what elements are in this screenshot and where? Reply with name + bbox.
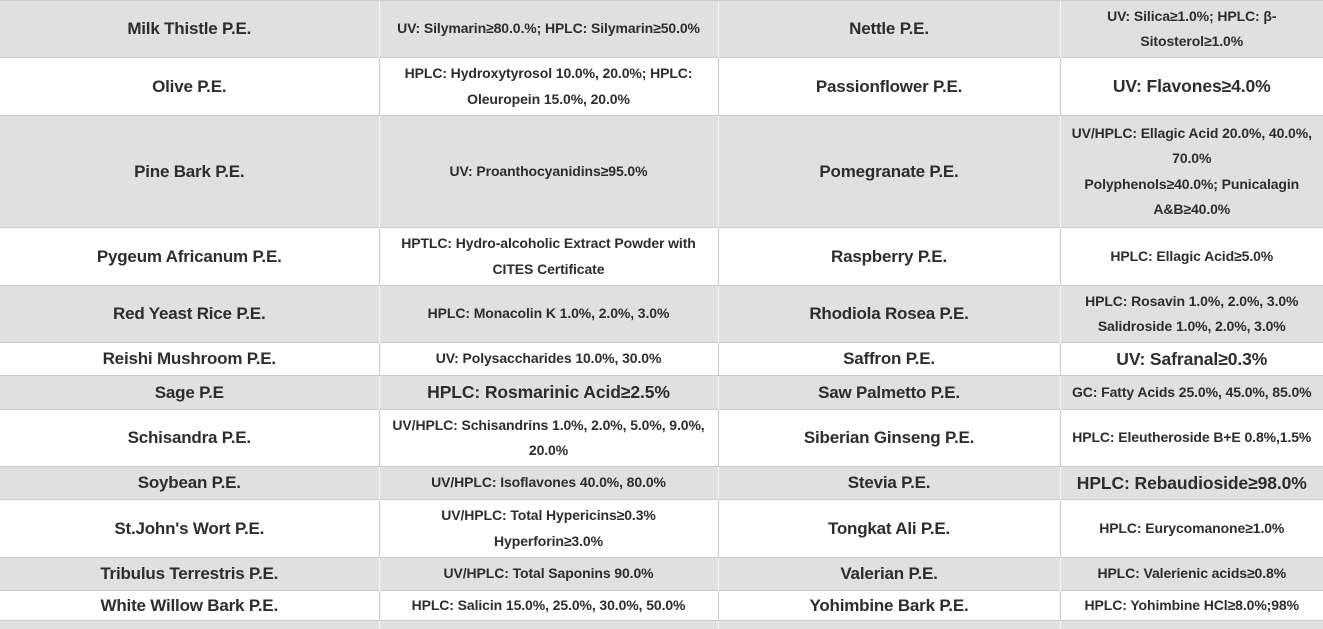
partial-cell xyxy=(717,620,1060,629)
table-row: Soybean P.E. UV/HPLC: Isoflavones 40.0%,… xyxy=(0,466,1323,500)
product-name-cell: White Willow Bark P.E. xyxy=(0,589,379,621)
spec-cell: HPLC: Yohimbine HCl≥8.0%;98% xyxy=(1059,589,1323,621)
spec-cell: HPLC: Rebaudioside≥98.0% xyxy=(1059,466,1323,500)
partial-cell xyxy=(378,620,718,629)
table-row: Schisandra P.E. UV/HPLC: Schisandrins 1.… xyxy=(0,409,1323,467)
spec-cell: GC: Fatty Acids 25.0%, 45.0%, 85.0% xyxy=(1059,375,1323,410)
table-row: Sage P.E HPLC: Rosmarinic Acid≥2.5% Saw … xyxy=(0,375,1323,410)
product-name-cell: Milk Thistle P.E. xyxy=(0,0,379,58)
spec-cell: UV/HPLC: Schisandrins 1.0%, 2.0%, 5.0%, … xyxy=(378,409,718,467)
product-name-cell: Saw Palmetto P.E. xyxy=(717,375,1060,410)
spec-cell: UV: Polysaccharides 10.0%, 30.0% xyxy=(378,342,718,376)
product-name-cell: Nettle P.E. xyxy=(717,0,1060,58)
partial-cell xyxy=(1059,620,1323,629)
product-name-cell: Raspberry P.E. xyxy=(717,227,1060,286)
product-name-cell: Pomegranate P.E. xyxy=(717,115,1060,228)
product-name-cell: Stevia P.E. xyxy=(717,466,1060,500)
spec-cell: HPLC: Monacolin K 1.0%, 2.0%, 3.0% xyxy=(378,285,718,343)
product-name-cell: Rhodiola Rosea P.E. xyxy=(717,285,1060,343)
table-row: Milk Thistle P.E. UV: Silymarin≥80.0.%; … xyxy=(0,0,1323,58)
product-name-cell: Valerian P.E. xyxy=(717,557,1060,591)
spec-cell: UV: Silica≥1.0%; HPLC: β- Sitosterol≥1.0… xyxy=(1059,0,1323,58)
spec-cell: UV: Proanthocyanidins≥95.0% xyxy=(378,115,718,228)
product-name-cell: Soybean P.E. xyxy=(0,466,379,500)
spec-cell: HPLC: Hydroxytyrosol 10.0%, 20.0%; HPLC:… xyxy=(378,57,718,116)
product-name-cell: Siberian Ginseng P.E. xyxy=(717,409,1060,467)
spec-cell: HPTLC: Hydro-alcoholic Extract Powder wi… xyxy=(378,227,718,286)
table-row: Red Yeast Rice P.E. HPLC: Monacolin K 1.… xyxy=(0,285,1323,343)
product-name-cell: Schisandra P.E. xyxy=(0,409,379,467)
spec-cell: UV/HPLC: Total Hypericins≥0.3% Hyperfori… xyxy=(378,499,718,558)
partial-cell xyxy=(0,620,379,629)
product-name-cell: Saffron P.E. xyxy=(717,342,1060,376)
spec-cell: HPLC: Valerienic acids≥0.8% xyxy=(1059,557,1323,591)
spec-cell: UV: Safranal≥0.3% xyxy=(1059,342,1323,376)
product-name-cell: Olive P.E. xyxy=(0,57,379,116)
spec-cell: UV: Silymarin≥80.0.%; HPLC: Silymarin≥50… xyxy=(378,0,718,58)
spec-cell: HPLC: Eleutheroside B+E 0.8%,1.5% xyxy=(1059,409,1323,467)
spec-cell: UV/HPLC: Isoflavones 40.0%, 80.0% xyxy=(378,466,718,500)
product-name-cell: Passionflower P.E. xyxy=(717,57,1060,116)
product-name-cell: Red Yeast Rice P.E. xyxy=(0,285,379,343)
product-name-cell: St.John's Wort P.E. xyxy=(0,499,379,558)
spec-cell: HPLC: Rosavin 1.0%, 2.0%, 3.0% Salidrosi… xyxy=(1059,285,1323,343)
table-row: White Willow Bark P.E. HPLC: Salicin 15.… xyxy=(0,589,1323,621)
spec-cell: HPLC: Salicin 15.0%, 25.0%, 30.0%, 50.0% xyxy=(378,589,718,621)
product-name-cell: Tribulus Terrestris P.E. xyxy=(0,557,379,591)
table-row: Reishi Mushroom P.E. UV: Polysaccharides… xyxy=(0,342,1323,376)
table-row: Tribulus Terrestris P.E. UV/HPLC: Total … xyxy=(0,557,1323,591)
product-name-cell: Reishi Mushroom P.E. xyxy=(0,342,379,376)
table-row: Pygeum Africanum P.E. HPTLC: Hydro-alcoh… xyxy=(0,227,1323,286)
spec-cell: HPLC: Rosmarinic Acid≥2.5% xyxy=(378,375,718,410)
spec-cell: HPLC: Ellagic Acid≥5.0% xyxy=(1059,227,1323,286)
spec-cell: UV/HPLC: Ellagic Acid 20.0%, 40.0%, 70.0… xyxy=(1059,115,1323,228)
spec-cell: UV: Flavones≥4.0% xyxy=(1059,57,1323,116)
product-name-cell: Sage P.E xyxy=(0,375,379,410)
product-name-cell: Yohimbine Bark P.E. xyxy=(717,589,1060,621)
table-row: St.John's Wort P.E. UV/HPLC: Total Hyper… xyxy=(0,499,1323,558)
partial-next-row xyxy=(0,620,1323,629)
spec-cell: HPLC: Eurycomanone≥1.0% xyxy=(1059,499,1323,558)
table-row: Olive P.E. HPLC: Hydroxytyrosol 10.0%, 2… xyxy=(0,57,1323,116)
product-name-cell: Pygeum Africanum P.E. xyxy=(0,227,379,286)
table-row: Pine Bark P.E. UV: Proanthocyanidins≥95.… xyxy=(0,115,1323,228)
product-name-cell: Tongkat Ali P.E. xyxy=(717,499,1060,558)
spec-cell: UV/HPLC: Total Saponins 90.0% xyxy=(378,557,718,591)
product-name-cell: Pine Bark P.E. xyxy=(0,115,379,228)
